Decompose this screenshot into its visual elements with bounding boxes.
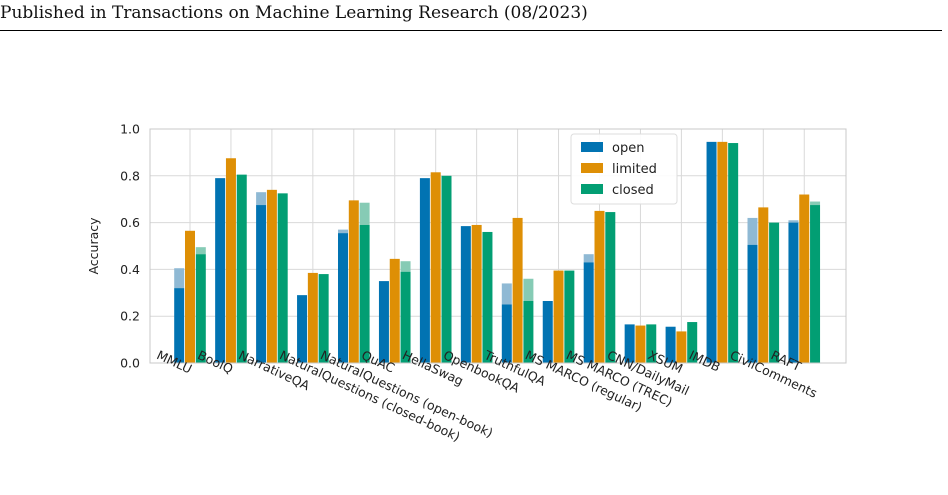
legend-swatch-open bbox=[581, 142, 603, 152]
plot-area bbox=[150, 129, 846, 363]
bar-closed bbox=[769, 222, 780, 363]
bar-closed-range bbox=[810, 201, 821, 206]
bar-open bbox=[338, 233, 348, 363]
bar-limited bbox=[553, 270, 564, 363]
bar-open bbox=[215, 178, 226, 363]
bar-limited bbox=[512, 217, 523, 363]
bar-open-range bbox=[501, 283, 512, 305]
legend-swatch-limited bbox=[581, 163, 603, 173]
page-header: Published in Transactions on Machine Lea… bbox=[0, 0, 942, 31]
bar-closed bbox=[400, 271, 411, 363]
bar-open bbox=[788, 222, 799, 363]
y-tick-label: 0.0 bbox=[120, 356, 140, 371]
bar-limited bbox=[185, 230, 195, 363]
legend-label-limited: limited bbox=[612, 162, 657, 177]
bar-closed-range bbox=[195, 247, 206, 255]
bar-closed bbox=[810, 205, 821, 363]
bar-open-range bbox=[256, 192, 267, 206]
legend: open limited closed bbox=[570, 133, 678, 205]
y-axis-label: Accuracy bbox=[86, 217, 101, 275]
bar-limited bbox=[307, 272, 318, 363]
y-tick-label: 0.4 bbox=[120, 262, 140, 277]
legend-swatch-closed bbox=[581, 184, 603, 194]
bar-open bbox=[256, 205, 267, 363]
bar-limited bbox=[225, 158, 236, 363]
bar-limited bbox=[758, 207, 769, 363]
y-tick-label: 1.0 bbox=[120, 122, 140, 137]
bar-open-range bbox=[788, 220, 799, 223]
bar-open-range bbox=[747, 217, 758, 245]
bar-open bbox=[378, 281, 389, 363]
bar-closed bbox=[605, 212, 616, 363]
bar-open-range bbox=[338, 229, 348, 234]
bar-closed bbox=[318, 274, 329, 363]
bar-open bbox=[297, 295, 308, 363]
bar-open bbox=[501, 304, 512, 363]
bar-open-range bbox=[583, 254, 594, 263]
bar-limited bbox=[676, 331, 687, 363]
bar-closed bbox=[441, 175, 452, 363]
bar-open bbox=[419, 178, 430, 363]
bar-open bbox=[542, 300, 553, 363]
bar-closed-range bbox=[359, 202, 370, 225]
bar-closed bbox=[523, 300, 534, 363]
bar-limited bbox=[348, 200, 359, 363]
plot-frame bbox=[149, 128, 847, 364]
bar-limited bbox=[635, 325, 646, 363]
bar-closed bbox=[277, 193, 288, 363]
bar-closed bbox=[564, 270, 575, 363]
bar-open bbox=[460, 226, 471, 363]
bar-closed bbox=[728, 143, 739, 363]
bar-open bbox=[174, 288, 185, 363]
bar-closed-range bbox=[523, 278, 534, 301]
bar-limited bbox=[717, 141, 728, 363]
bar-open bbox=[624, 324, 635, 363]
y-tick-label: 0.8 bbox=[120, 168, 140, 183]
bar-limited bbox=[266, 189, 277, 363]
bar-closed bbox=[359, 224, 370, 363]
legend-label-closed: closed bbox=[612, 183, 654, 198]
y-tick-label: 0.2 bbox=[120, 309, 140, 324]
bar-limited bbox=[430, 172, 441, 363]
bar-open bbox=[665, 326, 676, 363]
bar-limited bbox=[594, 210, 605, 363]
bar-open-range bbox=[174, 268, 185, 289]
bar-open bbox=[706, 141, 717, 363]
bar-limited bbox=[389, 258, 400, 363]
header-text: Published in Transactions on Machine Lea… bbox=[0, 3, 588, 23]
bar-closed bbox=[687, 322, 698, 363]
bar-closed bbox=[195, 254, 206, 363]
legend-label-open: open bbox=[612, 141, 644, 156]
bar-closed bbox=[236, 174, 247, 363]
bar-open bbox=[583, 262, 594, 363]
bar-closed bbox=[482, 231, 493, 363]
bar-limited bbox=[799, 194, 810, 363]
y-tick-label: 0.6 bbox=[120, 215, 140, 230]
bar-closed-range bbox=[400, 261, 411, 272]
bar-open bbox=[747, 244, 758, 363]
bar-closed bbox=[646, 324, 657, 363]
bar-limited bbox=[471, 224, 482, 363]
